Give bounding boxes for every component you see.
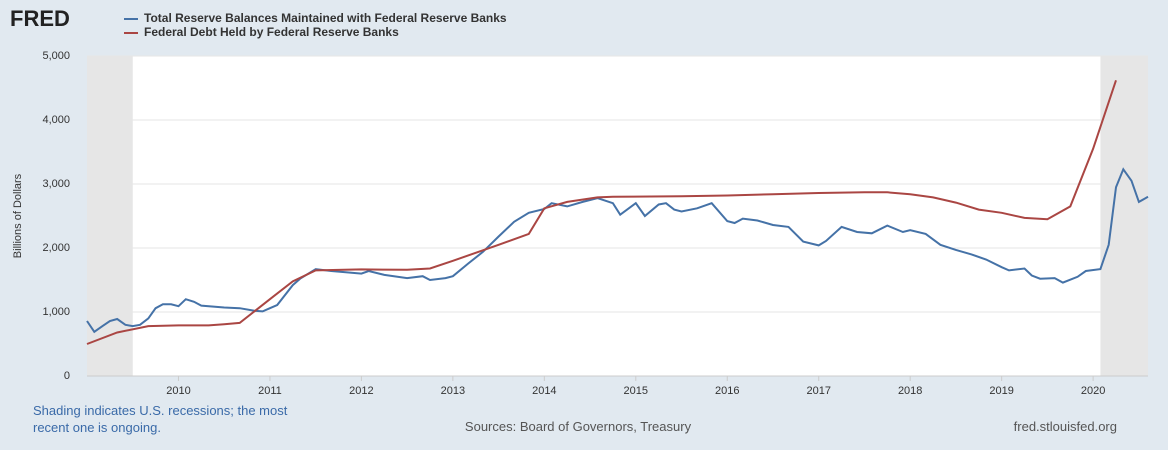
y-tick-label: 4,000: [42, 114, 70, 126]
x-tick-label: 2014: [532, 385, 556, 397]
source: Sources: Board of Governors, Treasury: [464, 419, 692, 434]
x-tick-label: 2015: [624, 385, 648, 397]
y-axis-label: Billions of Dollars: [12, 173, 24, 258]
x-tick-label: 2016: [715, 385, 739, 397]
y-tick-label: 2,000: [42, 242, 70, 254]
x-tick-label: 2017: [806, 385, 830, 397]
logo: FRED: [10, 6, 70, 31]
y-tick-label: 1,000: [42, 306, 70, 318]
x-tick-label: 2010: [166, 385, 190, 397]
recession-shading: [87, 56, 133, 376]
x-tick-label: 2018: [898, 385, 922, 397]
x-tick-label: 2013: [441, 385, 465, 397]
plot-area: [87, 56, 1148, 376]
x-tick-label: 2012: [349, 385, 373, 397]
x-tick-label: 2011: [258, 385, 282, 397]
legend-label: Total Reserve Balances Maintained with F…: [144, 11, 507, 25]
note: Shading indicates U.S. recessions; the m…: [33, 403, 288, 435]
legend-label: Federal Debt Held by Federal Reserve Ban…: [144, 25, 399, 39]
x-tick-label: 2020: [1081, 385, 1105, 397]
recession-shading: [1100, 56, 1148, 376]
series-line: [86, 167, 1149, 334]
x-tick-label: 2019: [989, 385, 1013, 397]
credit[interactable]: fred.stlouisfed.org: [1013, 419, 1117, 434]
series-line: [86, 79, 1117, 345]
y-tick-label: 0: [64, 370, 70, 382]
y-tick-label: 5,000: [42, 50, 70, 62]
y-tick-label: 3,000: [42, 178, 70, 190]
